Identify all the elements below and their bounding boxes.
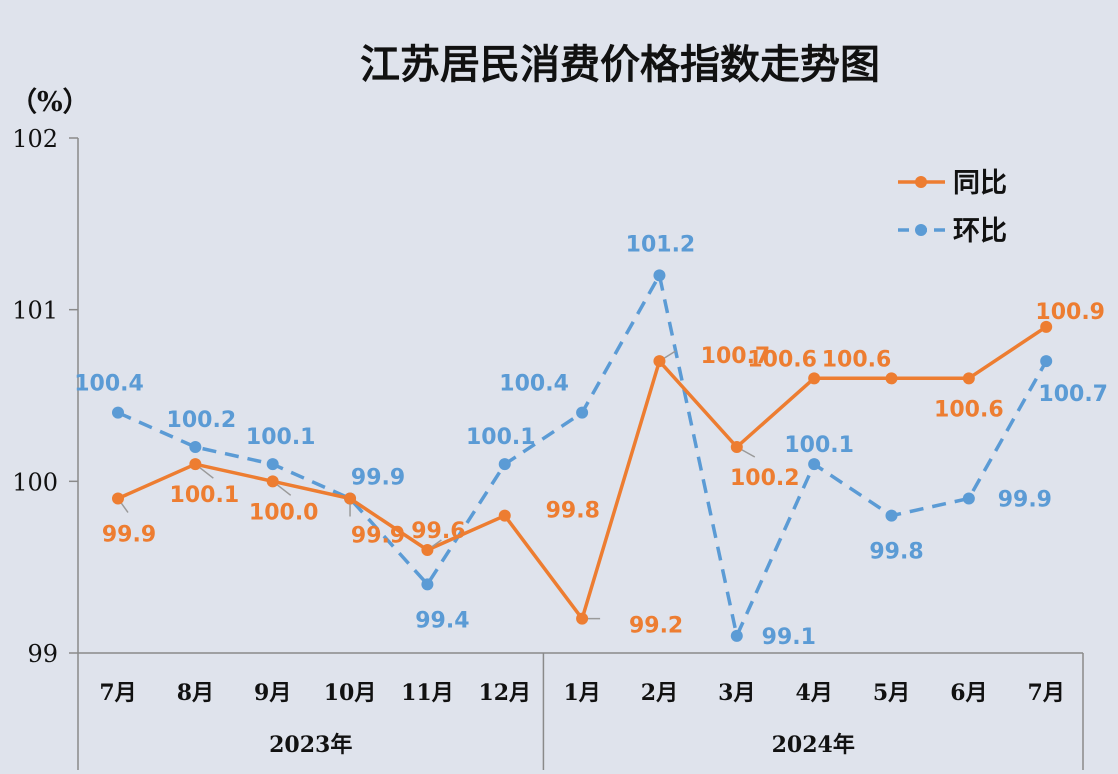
data-label-mom: 99.1 <box>762 625 816 650</box>
series-line-mom <box>117 273 1048 638</box>
data-label-yoy: 100.6 <box>934 397 1004 422</box>
data-point-mom <box>498 458 511 471</box>
data-point-yoy <box>498 509 511 522</box>
data-label-yoy: 99.2 <box>629 614 683 639</box>
x-tick-label: 4月 <box>795 680 832 706</box>
data-label-mom: 100.1 <box>466 425 536 450</box>
x-tick-label: 3月 <box>718 680 755 706</box>
y-unit-label: （%） <box>10 87 90 118</box>
data-label-yoy: 100.9 <box>1035 300 1105 325</box>
data-point-yoy <box>344 492 357 505</box>
data-label-yoy: 100.0 <box>249 500 319 525</box>
data-point-mom <box>653 269 666 282</box>
data-point-mom <box>266 458 279 471</box>
x-tick-label: 12月 <box>478 680 531 706</box>
data-label-mom: 100.7 <box>1038 382 1108 407</box>
data-label-mom: 100.4 <box>499 372 569 397</box>
legend-marker-yoy <box>915 176 927 188</box>
data-label-mom: 100.2 <box>167 408 237 433</box>
y-tick-label: 102 <box>12 125 58 153</box>
data-point-mom <box>576 406 589 419</box>
data-label-yoy: 100.7 <box>701 344 771 369</box>
data-point-yoy <box>189 458 202 471</box>
data-point-mom <box>421 578 434 591</box>
x-tick-label: 1月 <box>563 680 600 706</box>
data-label-yoy: 100.2 <box>730 466 800 491</box>
data-point-mom <box>730 629 743 642</box>
data-point-yoy <box>730 441 743 453</box>
data-point-mom <box>112 406 124 419</box>
data-label-mom: 100.1 <box>246 425 316 450</box>
data-point-yoy <box>421 544 434 556</box>
series-line-yoy <box>117 325 1048 621</box>
data-point-mom <box>1040 355 1053 368</box>
data-point-yoy <box>653 355 666 368</box>
x-tick-label: 2月 <box>641 680 678 706</box>
x-tick-label: 6月 <box>950 680 987 706</box>
x-tick-label: 7月 <box>99 680 136 706</box>
x-tick-label: 10月 <box>324 680 377 706</box>
data-point-yoy <box>962 372 975 385</box>
data-label-yoy: 100.6 <box>822 347 892 372</box>
y-tick-label: 100 <box>12 468 58 496</box>
data-point-yoy <box>885 372 898 385</box>
data-point-yoy <box>808 372 821 385</box>
group-label: 2024年 <box>772 732 855 758</box>
data-label-yoy: 99.6 <box>411 519 465 544</box>
x-tick-label: 8月 <box>177 680 214 706</box>
data-point-yoy <box>266 475 279 488</box>
data-point-mom <box>885 509 898 522</box>
data-label-yoy: 99.9 <box>102 523 156 548</box>
data-point-yoy <box>112 492 124 505</box>
data-label-yoy: 99.9 <box>351 524 405 549</box>
legend-label-yoy: 同比 <box>953 168 1007 199</box>
legend-label-mom: 环比 <box>953 216 1007 247</box>
data-label-mom: 100.4 <box>74 372 144 397</box>
group-label: 2023年 <box>269 732 352 758</box>
legend-marker-mom <box>915 224 927 236</box>
data-point-mom <box>962 492 975 505</box>
data-label-yoy: 100.1 <box>170 483 240 508</box>
data-label-yoy: 100.6 <box>747 347 817 372</box>
data-label-mom: 101.2 <box>626 232 696 257</box>
data-point-yoy <box>1040 320 1053 333</box>
data-point-yoy <box>576 612 589 625</box>
data-point-mom <box>189 441 202 453</box>
data-label-mom: 100.1 <box>784 433 854 458</box>
data-label-mom: 99.9 <box>351 466 405 491</box>
y-tick-label: 101 <box>12 297 58 325</box>
y-tick-label: 99 <box>27 640 58 668</box>
x-tick-label: 11月 <box>401 680 454 706</box>
data-label-yoy: 99.8 <box>546 499 600 524</box>
x-tick-label: 5月 <box>873 680 910 706</box>
chart-title: 江苏居民消费价格指数走势图 <box>360 42 880 88</box>
data-point-mom <box>808 458 821 471</box>
data-label-mom: 99.4 <box>415 608 469 633</box>
data-label-mom: 99.8 <box>869 540 923 565</box>
x-tick-label: 9月 <box>254 680 291 706</box>
x-tick-label: 7月 <box>1028 680 1065 706</box>
data-label-mom: 99.9 <box>998 488 1052 513</box>
